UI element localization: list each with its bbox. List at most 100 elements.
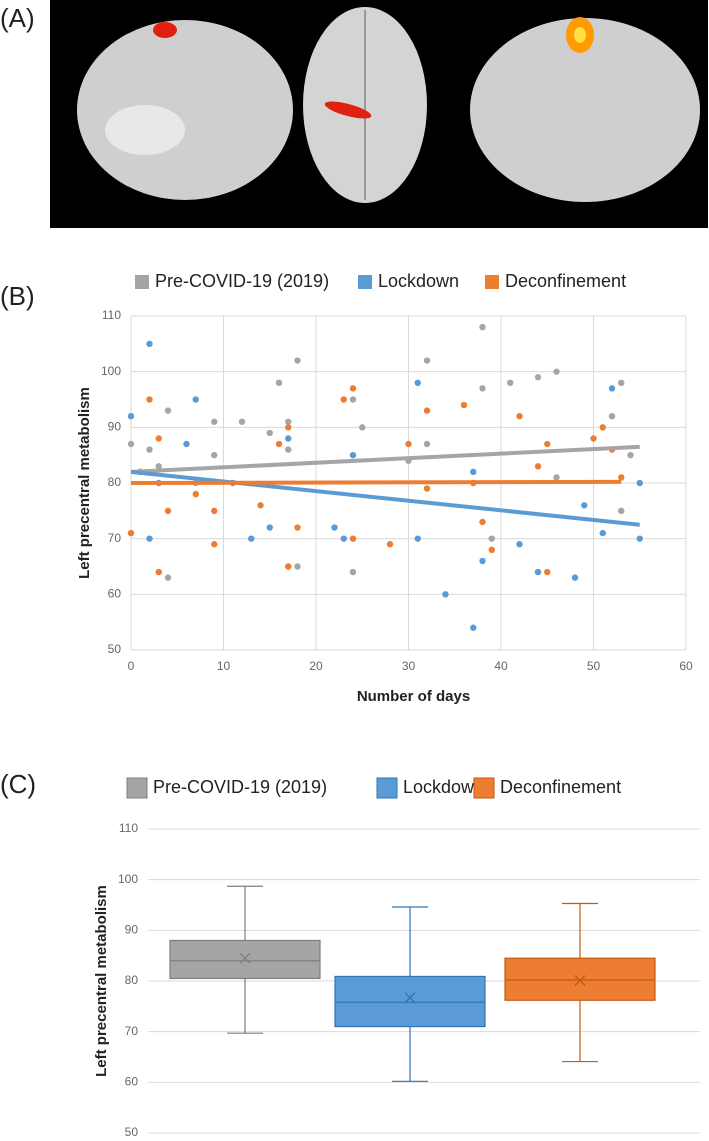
y-tick-label: 70 [108,531,122,545]
scatter-point [146,340,153,348]
scatter-point [266,429,273,437]
scatter-point [599,424,606,431]
scatter-point [414,535,421,542]
scatter-point [442,591,449,598]
scatter-point [423,485,431,492]
scatter-point [192,396,199,403]
scatter-point [534,463,542,470]
legend-label: Deconfinement [500,777,621,797]
scatter-point [340,396,347,403]
x-tick-label: 10 [217,659,231,673]
scatter-point [599,529,606,537]
scatter-point [155,568,162,576]
y-tick-label: 90 [125,923,139,937]
y-tick-label: 50 [108,642,122,656]
mean-marker [239,952,251,964]
scatter-point [285,435,292,442]
scatter-point [423,440,431,448]
y-tick-label: 90 [108,420,122,434]
legend-label: Lockdown [378,271,459,291]
y-axis-title: Left precentral metabolism [93,885,110,1077]
scatter-point [146,535,153,542]
scatter-point [618,474,625,481]
scatter-point [470,624,477,631]
y-tick-label: 80 [108,475,122,489]
scatter-point [211,507,218,515]
scatter-point [627,451,634,459]
scatter-point [127,413,135,420]
scatter-point [285,418,292,425]
scatter-point [479,385,486,392]
y-tick-label: 70 [125,1024,139,1038]
scatter-point [608,385,616,392]
scatter-point [479,557,486,565]
activation [153,22,177,38]
scatter-point [405,440,412,448]
trendline [130,469,640,527]
legend-swatch [135,275,149,289]
scatter-point [257,502,264,509]
y-tick-label: 110 [119,821,138,835]
scatter-point [211,451,218,459]
x-tick-label: 20 [309,659,323,673]
scatter-point [359,424,366,431]
scatter-point [636,535,643,542]
scatter-point [211,541,218,548]
scatter-point [608,413,616,420]
scatter-point [460,401,468,409]
box [504,957,656,1001]
scatter-point [507,379,514,386]
legend-swatch [473,777,495,799]
scatter-point [414,379,421,386]
scatter-point [636,479,643,487]
scatter-point [294,357,301,364]
x-tick-label: 30 [402,659,416,673]
scatter-point [534,568,542,576]
activation [324,101,372,119]
scatter-point [331,524,338,531]
x-tick-label: 40 [494,659,508,673]
scatter-point [127,529,135,537]
scatter-point [349,451,357,459]
trendline [130,479,622,485]
scatter-point [618,507,625,515]
scatter-point [164,407,172,414]
y-tick-label: 110 [102,308,121,322]
legend-swatch [126,777,148,799]
legend-label: Pre-COVID-19 (2019) [155,271,329,291]
scatter-point [571,574,579,581]
y-tick-label: 60 [125,1075,139,1089]
scatter-point [127,440,135,448]
scatter-point [275,379,283,386]
y-tick-label: 60 [108,587,122,601]
scatter-point [211,418,218,425]
scatter-point [479,323,486,331]
scatter-point [544,568,551,576]
scatter-point [581,502,588,509]
scatter-point [275,440,283,448]
scatter-point [544,440,551,448]
mean-marker [404,992,416,1004]
scatter-point [248,535,255,542]
scatter-point [590,435,597,442]
x-axis-title: Number of days [357,688,470,705]
scatter-point [238,418,246,425]
panel-label: (A) [0,3,35,33]
scatter-point [285,424,292,431]
y-tick-label: 50 [125,1125,139,1139]
x-tick-label: 50 [587,659,601,673]
scatter-point [488,535,495,542]
y-axis-title: Left precentral metabolism [76,387,93,579]
scatter-point [349,535,357,542]
scatter-point [340,535,347,542]
scatter-point [386,541,394,548]
scatter-point [155,463,162,470]
box [334,975,486,1028]
scatter-point [294,563,301,570]
scatter-point [553,368,560,375]
scatter-point [516,413,523,420]
scatter-point [618,379,625,386]
brain-renders [77,7,700,203]
box [169,939,321,980]
mean-marker [574,974,586,986]
